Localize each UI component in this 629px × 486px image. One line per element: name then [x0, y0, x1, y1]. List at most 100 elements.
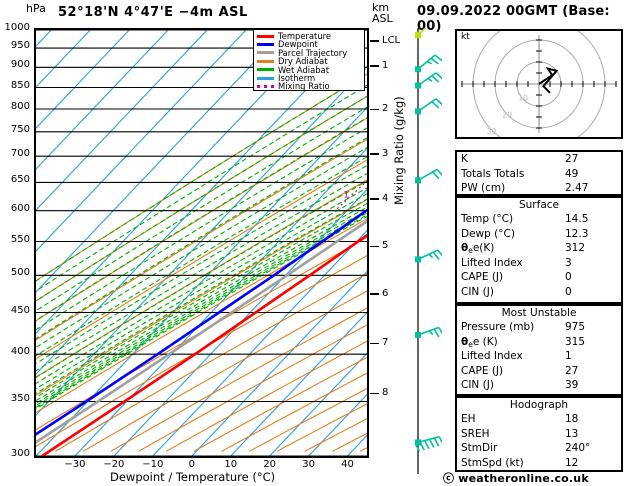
legend-swatch-icon — [257, 76, 274, 80]
pressure-tick-500: 500 — [10, 267, 30, 279]
height-tick-mark — [370, 293, 379, 295]
temp-tick-30: 30 — [302, 459, 315, 470]
legend-item-temperature: Temperature — [257, 32, 361, 40]
skewt-plot-svg: 1 — [36, 30, 367, 456]
pressure-tick-550: 550 — [10, 233, 30, 245]
pressure-tick-800: 800 — [10, 100, 30, 112]
info-row: CIN (J) 0 — [457, 285, 621, 300]
info-row: PW (cm) 2.47 — [457, 181, 621, 196]
info-row: CAPE (J) 0 — [457, 270, 621, 285]
wind-barb-column — [414, 28, 442, 474]
info-label: K — [461, 153, 468, 165]
info-row: StmDir 240° — [457, 441, 621, 456]
wind-barb — [415, 72, 442, 89]
legend-label: Parcel Trajectory — [278, 47, 348, 58]
info-label: Lifted Index — [461, 256, 523, 269]
pressure-tick-450: 450 — [10, 304, 30, 316]
height-tick-4: 4 — [382, 192, 389, 204]
height-tick-mark — [370, 40, 379, 42]
info-label: θee(K) — [461, 242, 495, 255]
height-tick-5: 5 — [382, 240, 389, 252]
hodograph-panel[interactable]: kt 10 20 30 — [455, 6, 623, 162]
wind-barb — [415, 326, 442, 338]
panel-heading: Most Unstable — [501, 307, 577, 319]
info-row: K 27 — [457, 152, 621, 167]
surface-panel: Surface Temp (°C) 14.5 Dewp (°C) 12.3 θee(K) 3… — [455, 196, 623, 304]
height-tick-6: 6 — [382, 287, 389, 299]
pressure-tick-750: 750 — [10, 123, 30, 135]
info-label: CIN (J) — [461, 285, 494, 298]
svg-text:20: 20 — [503, 110, 513, 119]
skewt-diagram[interactable]: 1 — [34, 28, 369, 458]
height-tick-2: 2 — [382, 103, 389, 115]
temp-tick-0: 0 — [188, 459, 195, 470]
hodograph-svg: 10 20 30 — [461, 6, 617, 162]
pressure-tick-600: 600 — [10, 202, 30, 214]
info-label: Pressure (mb) — [461, 321, 535, 333]
wind-barb — [415, 54, 442, 73]
legend-label: Mixing Ratio — [278, 81, 330, 92]
height-tick-mark — [370, 108, 379, 111]
info-value: 3 — [565, 256, 572, 269]
pressure-tick-700: 700 — [10, 148, 30, 160]
x-axis-title: Dewpoint / Temperature (°C) — [110, 470, 276, 484]
legend-swatch-icon — [257, 51, 274, 55]
info-value: 12.3 — [565, 227, 589, 240]
svg-text:10: 10 — [518, 94, 528, 103]
info-row: θee (K) 315 — [457, 335, 621, 350]
hodograph-unit-label: kt — [461, 32, 470, 42]
height-tick-8: 8 — [382, 387, 389, 399]
info-label: SREH — [461, 427, 490, 440]
legend-swatch-icon — [257, 43, 274, 47]
wind-barb — [414, 435, 442, 452]
indices-panel: K 27 Totals Totals 49 PW (cm) 2.47 — [455, 150, 623, 196]
info-label: θee (K) — [461, 335, 498, 349]
info-row: Lifted Index 1 — [457, 349, 621, 364]
info-row: CAPE (J) 27 — [457, 364, 621, 379]
height-tick-mark — [370, 392, 379, 395]
legend-swatch-icon — [257, 68, 274, 72]
footer-copyright: ⓒ weatheronline.co.uk — [443, 472, 589, 485]
legend-item-dry-adiabat: Dry Adiabat — [257, 56, 361, 67]
height-tick-mark — [370, 198, 379, 200]
info-label: Temp (°C) — [461, 213, 514, 225]
legend-box: Temperature Dewpoint Parcel Trajectory Dry … — [253, 29, 365, 91]
pressure-tick-650: 650 — [10, 174, 30, 186]
svg-text:1: 1 — [343, 190, 348, 200]
legend-label: Dry Adiabat — [278, 56, 328, 67]
temp-tick--20: −20 — [103, 459, 125, 470]
info-label: CAPE (J) — [461, 364, 504, 377]
info-value: 0 — [565, 271, 572, 283]
temp-tick-40: 40 — [341, 459, 354, 470]
pressure-tick-350: 350 — [10, 393, 30, 405]
height-tick-7: 7 — [382, 337, 389, 349]
info-row: SREH 13 — [457, 427, 621, 442]
legend-item-isotherm: Isotherm — [257, 74, 361, 82]
legend-swatch-icon — [257, 59, 274, 63]
legend-item-wet-adiabat: Wet Adiabat — [257, 65, 361, 74]
pressure-tick-400: 400 — [10, 346, 30, 358]
legend-label: Dewpoint — [278, 39, 318, 50]
pressure-tick-950: 950 — [10, 40, 30, 52]
temp-tick--30: −30 — [64, 459, 86, 470]
panel-heading: Hodograph — [509, 399, 569, 411]
info-row: Dewp (°C) 12.3 — [457, 227, 621, 242]
info-row: Totals Totals 49 — [457, 167, 621, 182]
height-unit-label: km ASL — [372, 2, 393, 24]
pressure-tick-850: 850 — [10, 79, 30, 91]
info-value: 312 — [565, 242, 586, 254]
height-tick-lcl: LCL — [382, 34, 401, 46]
wind-barb — [415, 98, 442, 115]
panel-heading: Surface — [518, 199, 559, 211]
info-label: Dewp (°C) — [461, 227, 515, 240]
info-value: 12 — [565, 456, 579, 469]
info-value: 27 — [565, 153, 579, 165]
pressure-tick-1000: 1000 — [4, 22, 30, 33]
info-row: Lifted Index 3 — [457, 256, 621, 271]
info-row: CIN (J) 39 — [457, 378, 621, 393]
height-unit-line2: ASL — [372, 12, 393, 25]
info-row: Temp (°C) 14.5 — [457, 212, 621, 227]
height-tick-mark — [370, 342, 379, 345]
temp-tick-20: 20 — [263, 459, 276, 470]
info-label: Totals Totals — [461, 167, 525, 180]
